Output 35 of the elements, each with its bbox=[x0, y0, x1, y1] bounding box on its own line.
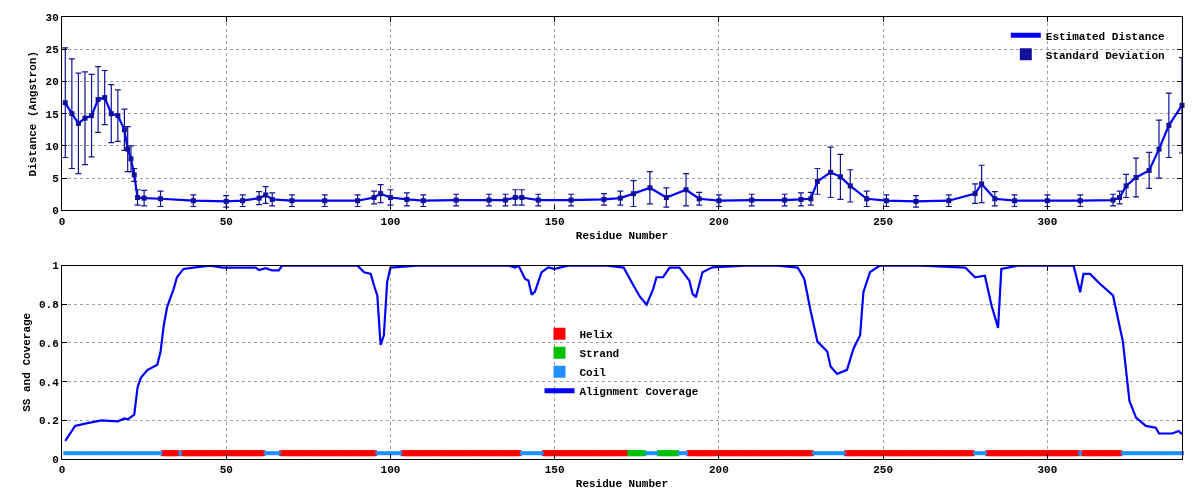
y-tick-label: 0.8 bbox=[38, 299, 60, 312]
x-tick-label: 300 bbox=[1037, 215, 1058, 228]
x-tick-label: 300 bbox=[1037, 464, 1058, 477]
y-axis-title: Distance (Angstron) bbox=[27, 50, 40, 177]
y-tick-label: 0 bbox=[52, 205, 59, 218]
x-tick-label: 250 bbox=[873, 464, 894, 477]
legend-label: Estimated Distance bbox=[1045, 30, 1166, 43]
y-tick-label: 0.4 bbox=[38, 376, 60, 389]
x-tick-label: 200 bbox=[708, 464, 729, 477]
x-tick-label: 50 bbox=[219, 464, 233, 477]
y-tick-label: 0.2 bbox=[38, 415, 59, 428]
legend-label: Coil bbox=[579, 367, 607, 380]
y-axis-title: SS and Coverage bbox=[20, 312, 33, 412]
x-tick-label: 150 bbox=[544, 464, 565, 477]
y-tick-label: 10 bbox=[45, 140, 59, 153]
x-tick-label: 250 bbox=[873, 215, 894, 228]
y-tick-label: 0.6 bbox=[38, 337, 59, 350]
y-tick-label: 0 bbox=[52, 453, 59, 466]
y-tick-label: 15 bbox=[45, 108, 60, 121]
x-tick-label: 200 bbox=[708, 215, 729, 228]
legend-label: Alignment Coverage bbox=[579, 386, 699, 399]
y-tick-label: 5 bbox=[52, 173, 60, 185]
y-tick-label: 20 bbox=[45, 76, 59, 89]
y-tick-label: 1 bbox=[52, 260, 60, 273]
x-axis-title: Residue Number bbox=[575, 478, 669, 491]
x-tick-label: 150 bbox=[544, 215, 565, 228]
legend-label: Helix bbox=[579, 329, 613, 342]
x-tick-label: 50 bbox=[219, 215, 233, 228]
y-tick-label: 25 bbox=[45, 44, 60, 57]
y-tick-label: 30 bbox=[45, 11, 59, 24]
x-tick-label: 100 bbox=[380, 464, 401, 477]
x-tick-label: 100 bbox=[380, 215, 401, 228]
x-axis-title: Residue Number bbox=[575, 229, 669, 242]
legend-label: Standard Deviation bbox=[1045, 49, 1165, 62]
legend-label: Strand bbox=[579, 348, 620, 361]
